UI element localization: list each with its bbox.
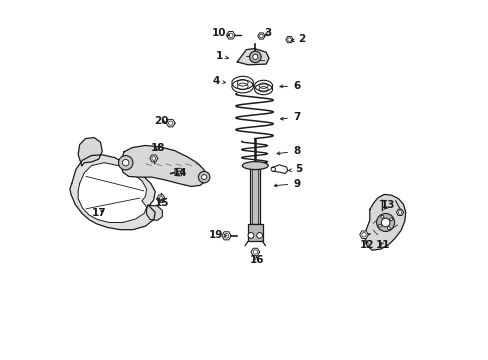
Text: 4: 4 xyxy=(212,76,225,86)
Text: 15: 15 xyxy=(154,198,169,208)
Circle shape xyxy=(252,54,257,59)
Text: 11: 11 xyxy=(375,240,389,250)
Text: 17: 17 xyxy=(91,208,106,218)
Polygon shape xyxy=(365,194,405,250)
Polygon shape xyxy=(222,232,231,240)
Text: 5: 5 xyxy=(288,164,302,174)
Polygon shape xyxy=(396,209,403,216)
Polygon shape xyxy=(226,32,235,39)
Circle shape xyxy=(118,156,133,170)
Text: 1: 1 xyxy=(215,51,228,61)
Circle shape xyxy=(256,233,262,238)
Text: 7: 7 xyxy=(280,112,300,122)
Polygon shape xyxy=(70,155,155,230)
Polygon shape xyxy=(146,205,162,220)
Circle shape xyxy=(122,159,129,166)
Circle shape xyxy=(376,213,394,231)
Polygon shape xyxy=(149,155,158,162)
Text: 19: 19 xyxy=(208,230,226,240)
Polygon shape xyxy=(257,33,264,39)
Circle shape xyxy=(389,218,392,221)
Text: 3: 3 xyxy=(264,28,271,38)
Text: 2: 2 xyxy=(291,34,305,44)
Bar xyxy=(250,168,260,224)
Text: 13: 13 xyxy=(381,200,395,210)
Polygon shape xyxy=(174,168,183,176)
Circle shape xyxy=(378,224,381,227)
Text: 14: 14 xyxy=(172,168,186,178)
Circle shape xyxy=(386,227,389,230)
Polygon shape xyxy=(156,195,165,202)
Circle shape xyxy=(249,51,261,63)
Polygon shape xyxy=(78,138,102,166)
Text: 20: 20 xyxy=(153,116,168,126)
Polygon shape xyxy=(237,49,268,65)
Polygon shape xyxy=(121,145,206,186)
Circle shape xyxy=(247,233,253,238)
Text: 12: 12 xyxy=(359,240,373,250)
Circle shape xyxy=(381,218,389,227)
Circle shape xyxy=(201,175,206,180)
Polygon shape xyxy=(78,163,146,222)
Polygon shape xyxy=(166,120,175,127)
Polygon shape xyxy=(359,231,367,238)
Text: 18: 18 xyxy=(150,143,165,153)
Text: 8: 8 xyxy=(277,146,300,156)
Circle shape xyxy=(198,171,209,183)
Text: 10: 10 xyxy=(212,28,229,38)
Ellipse shape xyxy=(242,162,268,170)
Bar xyxy=(247,224,262,241)
Text: 16: 16 xyxy=(249,255,264,265)
Circle shape xyxy=(380,215,383,218)
Text: 6: 6 xyxy=(280,81,300,91)
Polygon shape xyxy=(285,36,292,43)
Polygon shape xyxy=(250,248,259,256)
Text: 9: 9 xyxy=(274,179,300,189)
